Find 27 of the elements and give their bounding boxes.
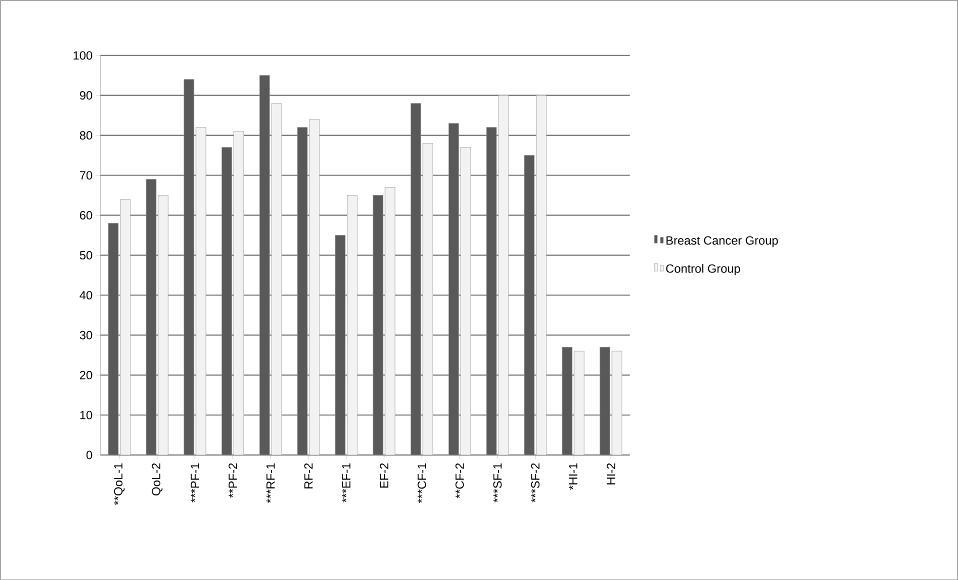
legend-label: Control Group — [666, 264, 740, 275]
y-tick-label: 20 — [80, 370, 92, 380]
y-tick-label: 60 — [80, 210, 92, 220]
x-tick-label: ***SF-2 — [531, 463, 540, 502]
x-tick-label: ***EF-1 — [342, 463, 350, 502]
y-tick-label: 100 — [74, 51, 92, 60]
x-tick-label: **CF-2 — [455, 463, 464, 498]
x-tick-label: **QoL-1 — [114, 463, 125, 505]
y-tick-label: 80 — [80, 130, 92, 140]
legend-label: Breast Cancer Group — [666, 236, 778, 247]
y-tick-label: 30 — [80, 330, 92, 340]
x-tick-label: **PF-2 — [228, 463, 237, 498]
y-tick-label: 50 — [80, 250, 92, 260]
x-tick-label: RF-2 — [304, 463, 313, 488]
x-tick-label: HI-2 — [606, 463, 616, 484]
y-tick-label: 40 — [80, 290, 92, 300]
y-tick-label: 10 — [80, 410, 92, 420]
x-tick-label: EF-2 — [380, 463, 388, 488]
y-tick-label: 90 — [80, 90, 92, 100]
y-tick-label: 70 — [80, 170, 92, 180]
x-tick-label: ***CF-1 — [418, 463, 426, 503]
x-tick-label: ***SF-1 — [493, 463, 502, 502]
x-tick-label: ***RF-1 — [266, 463, 275, 503]
y-tick-label: 0 — [86, 450, 92, 460]
x-tick-label: QoL-2 — [152, 463, 162, 496]
x-tick-label: ***PF-1 — [190, 463, 200, 502]
x-tick-label: *HI-1 — [569, 463, 578, 490]
